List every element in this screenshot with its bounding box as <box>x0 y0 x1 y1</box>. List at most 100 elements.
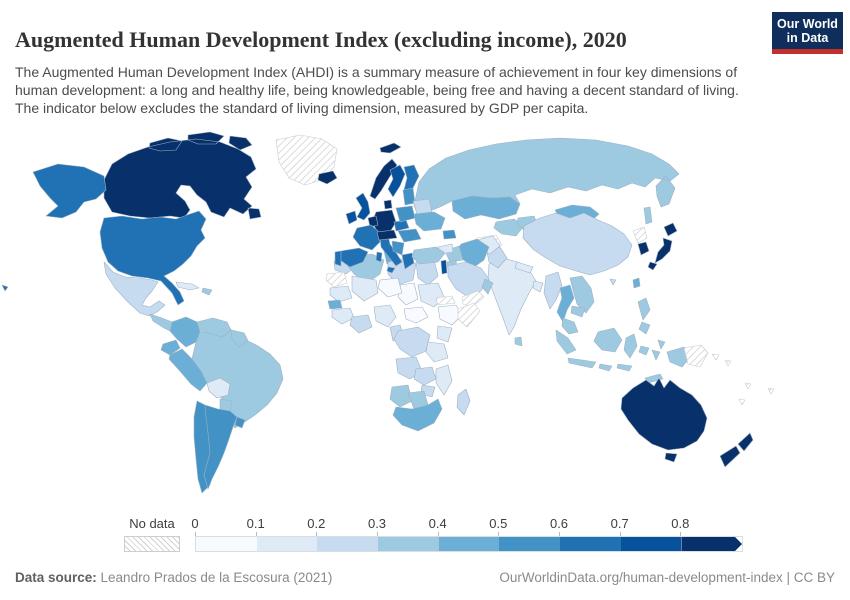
legend-bin-0.4-0.5[interactable] <box>438 537 500 551</box>
country-hungary-romania[interactable] <box>397 228 422 243</box>
owid-logo[interactable]: Our World in Data <box>772 12 843 54</box>
legend-bin-0.6-0.7[interactable] <box>560 537 621 551</box>
country-belarus[interactable] <box>412 198 433 215</box>
country-north-korea[interactable] <box>632 226 648 244</box>
country-indonesia[interactable] <box>555 327 666 384</box>
country-thailand[interactable] <box>556 284 575 323</box>
country-portugal[interactable] <box>334 250 342 267</box>
country-mozambique[interactable] <box>435 364 453 396</box>
country-cambodia[interactable] <box>570 305 586 318</box>
country-sri-lanka[interactable] <box>514 336 523 347</box>
legend-bin-0.8+[interactable] <box>681 537 742 551</box>
country-iceland[interactable] <box>317 170 338 185</box>
country-mexico[interactable] <box>103 261 166 317</box>
country-nigeria[interactable] <box>373 304 397 328</box>
country-paraguay[interactable] <box>219 398 233 412</box>
footer-link[interactable]: OurWorldinData.org/human-development-ind… <box>499 570 835 585</box>
country-somalia[interactable] <box>457 302 481 328</box>
legend-bin-0-0.1[interactable] <box>196 537 257 551</box>
country-united-states[interactable] <box>1 163 207 306</box>
country-yemen[interactable] <box>461 290 485 308</box>
country-mauritania[interactable] <box>329 285 353 303</box>
country-kazakhstan[interactable] <box>451 195 521 220</box>
country-hispaniola[interactable] <box>201 287 213 296</box>
country-south-korea[interactable] <box>637 241 650 256</box>
legend-tick-label: 0 <box>191 516 199 531</box>
country-poland[interactable] <box>395 205 416 223</box>
country-finland[interactable] <box>403 164 420 191</box>
country-argentina[interactable] <box>203 404 238 490</box>
country-guyanas[interactable] <box>230 329 249 348</box>
country-zambia[interactable] <box>413 366 437 386</box>
legend-no-data-swatch[interactable] <box>124 536 180 552</box>
country-australia[interactable] <box>620 377 708 463</box>
country-ireland[interactable] <box>345 210 358 225</box>
country-ghana-ivory-coast[interactable] <box>349 314 373 334</box>
legend-tick-mark <box>559 532 560 536</box>
legend-tick-label: 0.4 <box>428 516 447 531</box>
country-ecuador[interactable] <box>160 339 181 356</box>
country-uruguay[interactable] <box>234 416 246 429</box>
legend-bin-0.1-0.2[interactable] <box>256 537 318 551</box>
country-italy[interactable] <box>375 234 403 274</box>
country-new-zealand[interactable] <box>719 432 754 468</box>
country-turkey[interactable] <box>411 246 446 265</box>
legend-tick-mark <box>680 532 682 536</box>
country-china[interactable] <box>522 212 633 286</box>
legend-bin-0.3-0.4[interactable] <box>378 537 439 551</box>
country-dr-congo[interactable] <box>393 326 431 358</box>
legend-bin-0.5-0.6[interactable] <box>499 537 561 551</box>
country-norway[interactable] <box>369 142 402 200</box>
country-eritrea[interactable] <box>435 295 456 306</box>
legend-no-data: No data <box>124 516 180 552</box>
legend-tick-mark <box>195 532 196 536</box>
country-georgia[interactable] <box>442 229 457 240</box>
country-chad[interactable] <box>397 282 419 306</box>
legend-bin-0.7-0.8[interactable] <box>620 537 682 551</box>
country-canada[interactable] <box>103 131 262 220</box>
country-france[interactable] <box>352 224 381 251</box>
country-united-kingdom[interactable] <box>355 192 371 221</box>
country-oman[interactable] <box>481 278 494 295</box>
country-greece[interactable] <box>401 252 415 270</box>
country-pacific-islands[interactable] <box>711 353 775 406</box>
country-peru[interactable] <box>168 348 208 392</box>
country-cuba[interactable] <box>175 281 200 291</box>
country-philippines[interactable] <box>637 297 651 335</box>
country-switzerland-austria[interactable] <box>376 229 398 241</box>
country-niger[interactable] <box>377 277 403 298</box>
country-namibia[interactable] <box>389 384 413 408</box>
legend-colorbar <box>195 536 743 552</box>
country-nepal[interactable] <box>514 261 534 274</box>
country-ukraine[interactable] <box>413 211 446 232</box>
country-western-sahara[interactable] <box>325 271 348 288</box>
country-vietnam[interactable] <box>569 275 595 314</box>
country-guinea-region[interactable] <box>331 307 355 325</box>
country-israel[interactable] <box>440 259 448 275</box>
country-uzbekistan[interactable] <box>493 218 525 237</box>
country-central-african-republic[interactable] <box>403 306 429 324</box>
country-papua-new-guinea[interactable] <box>683 344 709 368</box>
country-colombia[interactable] <box>169 316 201 348</box>
country-tanzania[interactable] <box>425 341 449 363</box>
country-madagascar[interactable] <box>456 388 471 416</box>
country-mali[interactable] <box>351 275 379 302</box>
footer-source-text: Leandro Prados de la Escosura (2021) <box>96 570 333 585</box>
country-japan[interactable] <box>647 222 678 271</box>
legend-bin-0.2-0.3[interactable] <box>317 537 379 551</box>
legend-tick-mark <box>437 532 439 536</box>
country-taiwan[interactable] <box>632 277 641 289</box>
country-ethiopia[interactable] <box>437 304 463 326</box>
country-sweden[interactable] <box>387 164 406 198</box>
country-myanmar[interactable] <box>543 271 563 310</box>
country-venezuela[interactable] <box>196 317 232 338</box>
legend-tick-label: 0.2 <box>307 516 326 531</box>
country-saudi-arabia[interactable] <box>447 261 490 298</box>
country-bangladesh[interactable] <box>532 280 544 293</box>
country-senegal[interactable] <box>327 299 343 310</box>
country-south-africa[interactable] <box>392 398 443 432</box>
country-bolivia[interactable] <box>206 377 231 399</box>
country-kenya[interactable] <box>436 325 453 343</box>
country-denmark[interactable] <box>383 199 393 210</box>
country-benelux[interactable] <box>367 215 379 228</box>
